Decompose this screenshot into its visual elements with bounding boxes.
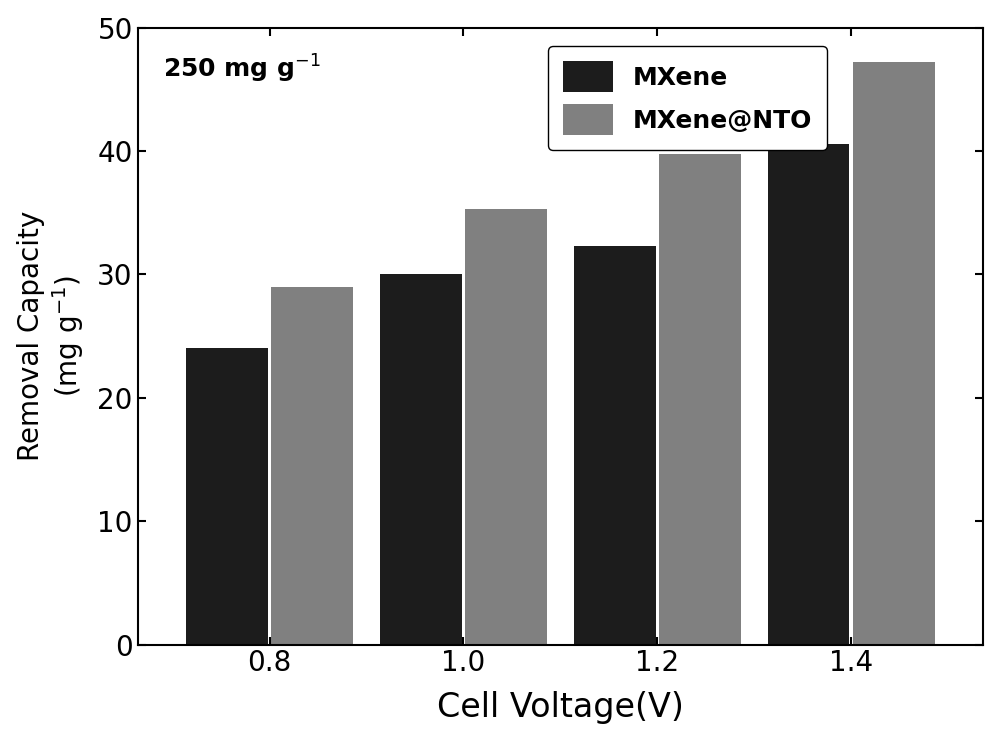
Bar	[768, 144, 849, 645]
Text: 250 mg g$^{-1}$: 250 mg g$^{-1}$	[163, 53, 321, 84]
Bar	[853, 62, 935, 645]
X-axis label: Cell Voltage(V): Cell Voltage(V)	[437, 691, 684, 725]
Legend: MXene, MXene@NTO: MXene, MXene@NTO	[548, 47, 827, 150]
Bar	[574, 246, 656, 645]
Y-axis label: Removal Capacity
(mg g$^{-1}$): Removal Capacity (mg g$^{-1}$)	[17, 211, 86, 461]
Bar	[380, 274, 462, 645]
Bar	[186, 348, 268, 645]
Bar	[271, 287, 353, 645]
Bar	[465, 209, 547, 645]
Bar	[659, 153, 741, 645]
